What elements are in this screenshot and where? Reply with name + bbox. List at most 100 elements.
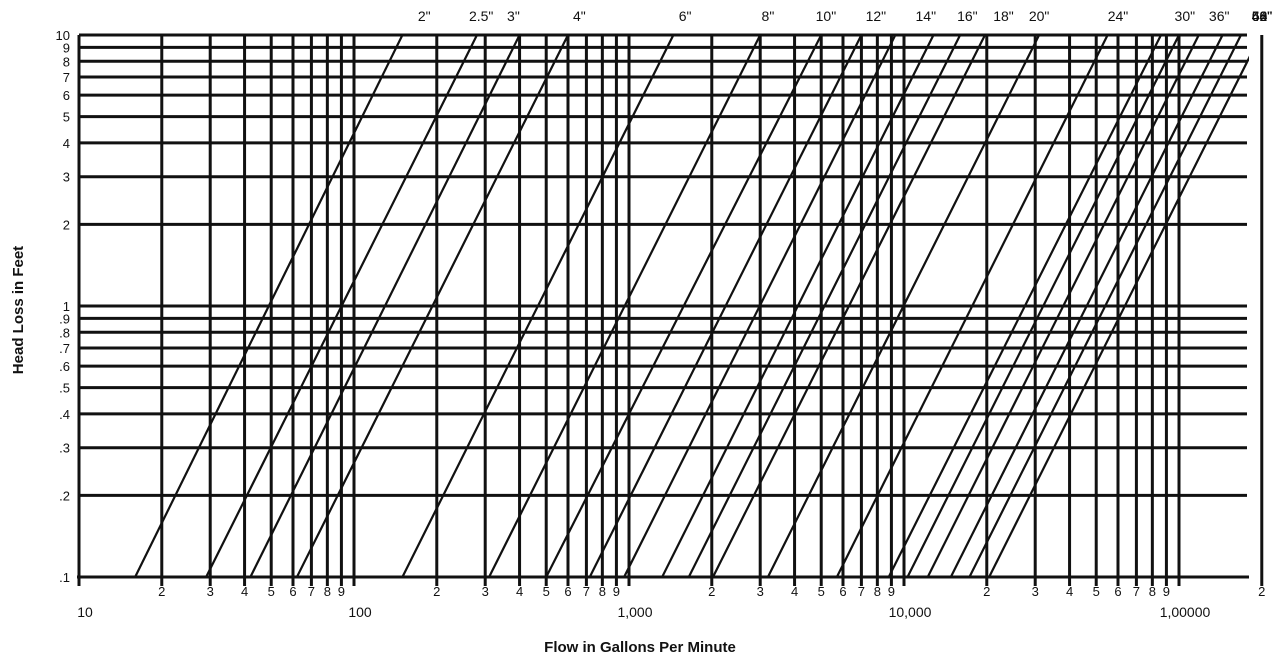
y-tick-label: .9 <box>59 311 70 326</box>
x-minor-tick-label: 8 <box>599 584 606 599</box>
x-minor-tick-label: 9 <box>1163 584 1170 599</box>
y-tick-label: 7 <box>63 70 70 85</box>
x-minor-tick-label: 4 <box>1066 584 1073 599</box>
pipe-line <box>588 34 863 577</box>
x-minor-tick-label: 6 <box>1114 584 1121 599</box>
y-tick-label: 1 <box>63 299 70 314</box>
pipe-size-label: 36" <box>1209 8 1230 24</box>
x-minor-tick-label: 7 <box>583 584 590 599</box>
x-minor-tick-label: 7 <box>858 584 865 599</box>
y-tick-label: .8 <box>59 325 70 340</box>
x-major-tick-label: 1,000 <box>617 604 652 620</box>
x-minor-tick-label: 7 <box>308 584 315 599</box>
pipe-size-label: 6" <box>679 8 692 24</box>
x-minor-tick-label: 3 <box>207 584 214 599</box>
x-minor-tick-label: 6 <box>839 584 846 599</box>
x-minor-tick-label: 8 <box>1149 584 1156 599</box>
x-minor-tick-label: 8 <box>324 584 331 599</box>
y-tick-label: .6 <box>59 359 70 374</box>
pipe-size-label: 14" <box>916 8 937 24</box>
x-major-tick-label: 10 <box>77 604 93 620</box>
y-tick-label: .3 <box>59 441 70 456</box>
pipe-size-label: 48" <box>1252 8 1273 24</box>
pipe-line <box>401 34 675 577</box>
x-minor-tick-label: 6 <box>564 584 571 599</box>
x-minor-tick-label: 2 <box>983 584 990 599</box>
pipe-size-label: 18" <box>993 8 1014 24</box>
pipe-line <box>661 34 935 577</box>
pipe-line <box>968 34 1242 577</box>
pipe-line <box>906 34 1180 577</box>
y-tick-label: 8 <box>63 54 70 69</box>
pipe-line <box>134 34 404 577</box>
x-minor-tick-label: 3 <box>482 584 489 599</box>
y-tick-label: 2 <box>63 217 70 232</box>
pipe-size-label: 2" <box>418 8 431 24</box>
x-minor-tick-label: 9 <box>338 584 345 599</box>
pipe-size-label: 4" <box>573 8 586 24</box>
y-tick-label: 5 <box>63 110 70 125</box>
x-minor-tick-label: 5 <box>818 584 825 599</box>
pipe-line <box>623 34 897 577</box>
x-minor-tick-label: 5 <box>268 584 275 599</box>
x-major-tick-label: 1,00000 <box>1160 604 1211 620</box>
pipe-size-label: 3" <box>507 8 520 24</box>
x-minor-tick-label: 2 <box>1258 584 1265 599</box>
pipe-size-label: 66" <box>1252 8 1273 24</box>
pipe-size-labels: 2" 2.5" 3" 4" 6" 8" 10" 12" 14" 16" 18" 20" 24" 30" 36… <box>418 8 1272 24</box>
pipe-size-label: 10" <box>816 8 837 24</box>
pipe-size-label: 12" <box>866 8 887 24</box>
pipe-line <box>949 34 1224 577</box>
x-minor-tick-label: 2 <box>708 584 715 599</box>
x-axis-title: Flow in Gallons Per Minute <box>544 639 736 656</box>
pipe-line <box>835 34 1109 577</box>
y-tick-label: 4 <box>63 136 70 151</box>
pipe-size-label: 16" <box>957 8 978 24</box>
x-minor-tick-label: 5 <box>543 584 550 599</box>
pipe-size-label: 54" <box>1252 8 1273 24</box>
y-tick-label: .1 <box>59 570 70 585</box>
x-minor-tick-label: 6 <box>289 584 296 599</box>
pipe-size-label: 2.5" <box>469 8 493 24</box>
y-tick-label: .2 <box>59 488 70 503</box>
pipe-size-label: 24" <box>1108 8 1129 24</box>
x-minor-tick-label: 4 <box>791 584 798 599</box>
pipe-size-label: 60" <box>1252 8 1273 24</box>
pipe-line <box>205 34 478 577</box>
x-minor-tick-label: 2 <box>158 584 165 599</box>
y-tick-label: .7 <box>59 341 70 356</box>
pipe-line <box>295 34 569 577</box>
pipe-line <box>687 34 962 577</box>
x-minor-tick-label: 5 <box>1093 584 1100 599</box>
x-minor-tick-label: 7 <box>1133 584 1140 599</box>
pipe-size-label: 42" <box>1252 8 1273 24</box>
x-minor-tick-label: 3 <box>1032 584 1039 599</box>
pipe-line <box>249 34 521 577</box>
x-minor-tick-label: 4 <box>516 584 523 599</box>
y-tick-label: 3 <box>63 170 70 185</box>
pipe-size-label: 20" <box>1029 8 1050 24</box>
x-minor-tick-label: 4 <box>241 584 248 599</box>
x-minor-tick-label: 9 <box>888 584 895 599</box>
pipe-size-label: 30" <box>1175 8 1196 24</box>
pipe-size-lines <box>134 34 1249 577</box>
pipe-line <box>926 34 1200 577</box>
pipe-line <box>711 34 986 577</box>
y-tick-label: 10 <box>56 28 70 43</box>
pipe-line <box>766 34 1041 577</box>
x-minor-tick-label: 2 <box>433 584 440 599</box>
x-major-tick-label: 10,000 <box>889 604 932 620</box>
x-minor-tick-label: 3 <box>757 584 764 599</box>
pipe-size-label: 8" <box>762 8 775 24</box>
x-minor-tick-label: 8 <box>874 584 881 599</box>
y-tick-label: 9 <box>63 40 70 55</box>
y-axis-title: Head Loss in Feet <box>10 246 27 374</box>
y-tick-label: .4 <box>59 407 70 422</box>
x-major-tick-label: 100 <box>348 604 372 620</box>
pipe-line <box>887 34 1162 577</box>
pipe-line <box>545 34 823 577</box>
y-tick-label: .5 <box>59 381 70 396</box>
grid-lines <box>77 33 1264 586</box>
